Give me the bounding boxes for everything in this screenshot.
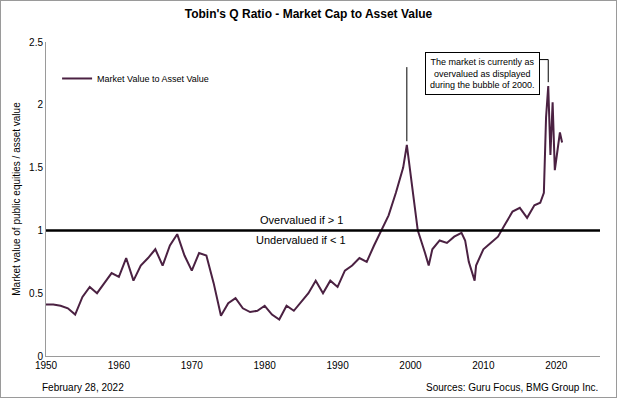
svg-text:1990: 1990 <box>326 360 349 371</box>
svg-text:Market value of public equitie: Market value of public equities / asset … <box>11 102 22 296</box>
svg-text:1980: 1980 <box>254 360 277 371</box>
svg-text:Undervalued if < 1: Undervalued if < 1 <box>256 234 346 246</box>
svg-text:1950: 1950 <box>35 360 58 371</box>
svg-text:0.5: 0.5 <box>29 288 43 299</box>
svg-text:2: 2 <box>37 99 43 110</box>
svg-text:1.5: 1.5 <box>29 162 43 173</box>
svg-text:2.5: 2.5 <box>29 37 43 48</box>
svg-text:Overvalued if > 1: Overvalued if > 1 <box>260 214 343 226</box>
svg-text:1970: 1970 <box>181 360 204 371</box>
svg-text:The market is currently asover: The market is currently asovervalued as … <box>430 57 535 90</box>
svg-text:0: 0 <box>37 351 43 362</box>
svg-text:1: 1 <box>37 225 43 236</box>
svg-text:Tobin's Q Ratio - Market Cap t: Tobin's Q Ratio - Market Cap to Asset Va… <box>185 7 433 21</box>
svg-text:2000: 2000 <box>399 360 422 371</box>
svg-text:Market Value to Asset Value: Market Value to Asset Value <box>97 74 209 84</box>
svg-text:2010: 2010 <box>472 360 495 371</box>
svg-text:2020: 2020 <box>545 360 568 371</box>
svg-text:February 28, 2022: February 28, 2022 <box>42 382 124 393</box>
svg-text:1960: 1960 <box>108 360 131 371</box>
svg-text:Sources: Guru Focus, BMG Group: Sources: Guru Focus, BMG Group Inc. <box>426 382 598 393</box>
